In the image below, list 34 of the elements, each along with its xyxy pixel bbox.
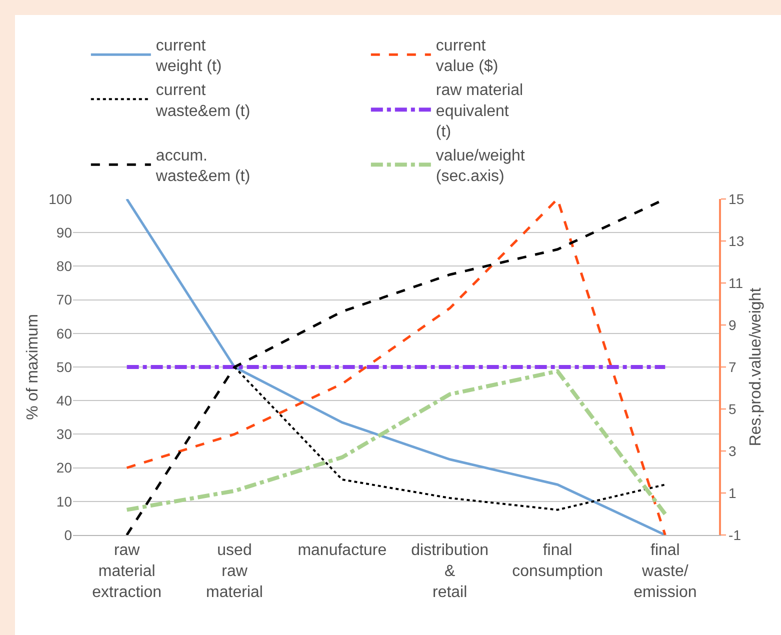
x-tick-label: used raw material — [206, 542, 263, 601]
y-axis-title: % of maximum — [24, 314, 42, 420]
y-tick-label: 0 — [64, 526, 72, 543]
legend-label: current weight (t) — [154, 37, 222, 76]
y2-tick-label: 9 — [728, 316, 737, 333]
x-tick-label: final waste/ emission — [634, 542, 697, 601]
legend-label: current waste&em (t) — [154, 82, 250, 120]
x-tick-label: distribution & retail — [411, 542, 489, 601]
y2-tick-label: 13 — [728, 232, 744, 249]
y-tick-label: 10 — [56, 493, 72, 510]
y2-tick-label: -1 — [728, 526, 742, 543]
y-tick-label: 70 — [56, 292, 72, 308]
legend-label: accum. waste&em (t) — [154, 147, 250, 186]
y-tick-label: 90 — [56, 224, 72, 240]
y2-tick-label: 11 — [728, 274, 744, 291]
y-tick-label: 100 — [48, 190, 72, 207]
x-tick-label: final consumption — [512, 542, 603, 580]
y2-tick-label: 5 — [728, 400, 737, 417]
x-tick-label: manufacture — [298, 542, 387, 560]
x-tick-label: raw material extraction — [92, 542, 162, 601]
y2-tick-label: 3 — [728, 442, 737, 459]
y-tick-label: 40 — [56, 392, 72, 408]
y-tick-label: 80 — [56, 258, 72, 274]
legend-label: current value ($) — [436, 37, 498, 76]
y-tick-label: 20 — [56, 460, 72, 476]
y2-tick-label: 1 — [728, 484, 737, 501]
y2-axis-title: Res.prod.value/weight — [748, 287, 765, 446]
y-tick-label: 60 — [56, 325, 72, 342]
y-tick-label: 50 — [56, 358, 72, 375]
y2-tick-label: 15 — [728, 190, 744, 207]
y-tick-label: 30 — [56, 426, 72, 442]
legend-label: value/weight (sec.axis) — [436, 147, 526, 186]
y2-tick-label: 7 — [728, 358, 737, 375]
legend-label: raw material equivalent (t) — [436, 82, 524, 141]
